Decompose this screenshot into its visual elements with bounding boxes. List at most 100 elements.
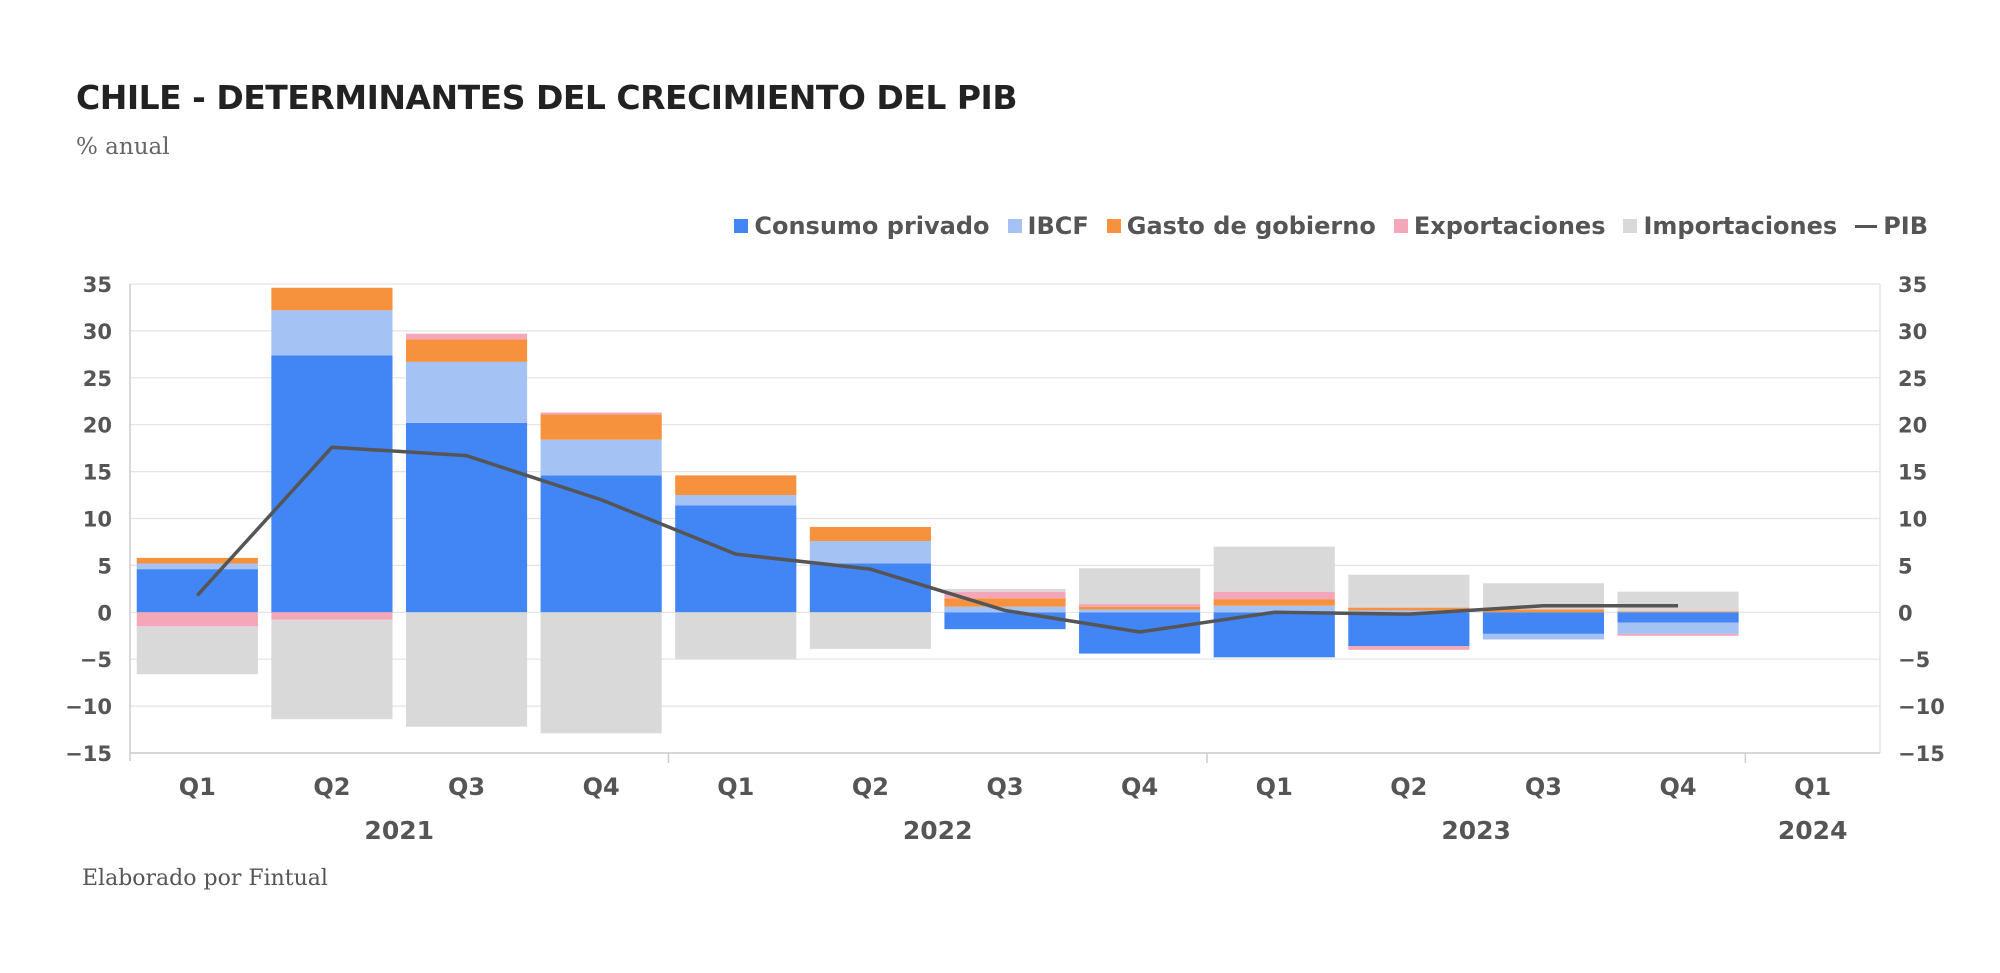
y-tick-label-left: 20 <box>83 414 112 438</box>
bar-import <box>809 612 931 649</box>
y-tick-label-left: 35 <box>83 273 112 297</box>
legend-swatch-gasto <box>1106 219 1121 233</box>
bar-consumo <box>540 475 662 613</box>
x-tick-label: Q2 <box>852 773 889 801</box>
y-tick-label-right: 35 <box>1898 273 1927 297</box>
bar-import <box>1617 591 1739 612</box>
x-tick-label: Q1 <box>1794 773 1831 801</box>
bar-gasto <box>405 339 528 362</box>
x-tick-label: Q2 <box>313 773 350 801</box>
x-tick-label: Q3 <box>448 773 485 801</box>
legend-item-pib[interactable]: PIB <box>1855 212 1928 240</box>
bar-gasto <box>1617 611 1739 613</box>
bar-consumo <box>271 355 393 613</box>
y-tick-label-left: 0 <box>97 601 112 625</box>
y-tick-label-left: 5 <box>97 554 112 578</box>
bar-import <box>944 588 1066 592</box>
chart-title: CHILE - DETERMINANTES DEL CRECIMIENTO DE… <box>76 78 1017 117</box>
legend-item-ibcf[interactable]: IBCF <box>1007 212 1089 240</box>
bar-consumo <box>1348 612 1470 647</box>
bar-gasto <box>675 475 797 496</box>
bar-export <box>1079 603 1201 607</box>
bar-import <box>675 612 797 660</box>
bar-import <box>1213 546 1335 592</box>
legend-label-export: Exportaciones <box>1413 212 1606 240</box>
bars <box>136 287 1739 734</box>
y-tick-label-left: −10 <box>65 695 112 719</box>
legend-label-pib: PIB <box>1883 212 1928 240</box>
bar-import <box>1348 574 1470 608</box>
y-tick-label-right: 25 <box>1898 367 1927 391</box>
bar-export <box>540 412 662 415</box>
bar-ibcf <box>1617 622 1739 634</box>
bar-export <box>405 333 528 340</box>
bar-consumo <box>809 563 931 613</box>
bar-gasto <box>1348 607 1470 611</box>
y-tick-label-right: −10 <box>1898 695 1945 719</box>
legend-label-gasto: Gasto de gobierno <box>1126 212 1376 240</box>
x-tick-label: Q4 <box>1660 773 1697 801</box>
bar-gasto <box>540 414 662 440</box>
bar-gasto <box>1213 599 1335 606</box>
chart-legend: Consumo privado IBCF Gasto de gobierno E… <box>734 212 1928 240</box>
bar-ibcf <box>809 541 931 564</box>
bar-consumo <box>944 612 1066 630</box>
axes: 35 35 30 30 25 25 20 20 15 15 10 10 5 5 0 0 −5 −5 −10 −10 −1… <box>65 273 1945 845</box>
x-year-label: 2022 <box>903 816 973 845</box>
bar-ibcf <box>675 495 797 506</box>
y-tick-label-right: 20 <box>1898 414 1927 438</box>
y-tick-label-left: 10 <box>83 508 112 532</box>
x-year-label: 2024 <box>1778 816 1848 845</box>
y-tick-label-right: 0 <box>1898 601 1913 625</box>
bar-import <box>405 612 528 727</box>
y-tick-label-right: 15 <box>1898 461 1927 485</box>
x-tick-label: Q1 <box>1256 773 1293 801</box>
legend-item-consumo[interactable]: Consumo privado <box>734 212 990 240</box>
legend-item-gasto[interactable]: Gasto de gobierno <box>1106 212 1376 240</box>
bar-export <box>271 612 393 620</box>
legend-item-import[interactable]: Importaciones <box>1623 212 1837 240</box>
bar-import <box>540 612 662 734</box>
y-tick-label-right: 10 <box>1898 508 1927 532</box>
legend-label-import: Importaciones <box>1643 212 1838 240</box>
bar-gasto <box>1079 606 1201 610</box>
bar-import <box>136 626 258 675</box>
x-tick-label: Q2 <box>1390 773 1427 801</box>
y-tick-label-right: 30 <box>1898 320 1927 344</box>
legend-swatch-ibcf <box>1007 219 1022 233</box>
source-note: Elaborado por Fintual <box>82 866 328 891</box>
y-tick-label-left: 30 <box>83 320 112 344</box>
bar-ibcf <box>1482 633 1605 640</box>
bar-ibcf <box>271 310 393 356</box>
bar-gasto <box>944 598 1066 607</box>
bar-consumo <box>136 569 258 613</box>
x-tick-label: Q3 <box>986 773 1023 801</box>
bar-ibcf <box>405 361 528 423</box>
x-tick-label: Q4 <box>1121 773 1158 801</box>
bar-consumo <box>1482 612 1605 634</box>
pib-line-layer <box>196 445 1679 634</box>
bar-export <box>1348 646 1470 650</box>
y-tick-label-left: −5 <box>80 648 112 672</box>
legend-swatch-export <box>1393 219 1408 233</box>
bar-export <box>1213 591 1335 600</box>
bar-ibcf <box>1213 605 1335 613</box>
bar-import <box>1079 568 1201 604</box>
bar-gasto <box>809 526 931 542</box>
y-tick-label-left: −15 <box>65 742 112 766</box>
bar-export <box>944 591 1066 599</box>
bar-import <box>271 619 393 720</box>
bar-gasto <box>136 557 258 564</box>
x-year-label: 2023 <box>1441 816 1511 845</box>
bar-ibcf <box>136 563 258 570</box>
x-tick-label: Q4 <box>583 773 620 801</box>
pib-line <box>196 445 1679 634</box>
y-tick-label-left: 25 <box>83 367 112 391</box>
y-tick-label-right: −5 <box>1898 648 1930 672</box>
legend-item-export[interactable]: Exportaciones <box>1393 212 1606 240</box>
bar-consumo <box>1617 612 1739 623</box>
bar-export <box>136 612 258 627</box>
y-tick-label-right: 5 <box>1898 554 1913 578</box>
x-tick-label: Q3 <box>1525 773 1562 801</box>
legend-label-consumo: Consumo privado <box>754 212 990 240</box>
